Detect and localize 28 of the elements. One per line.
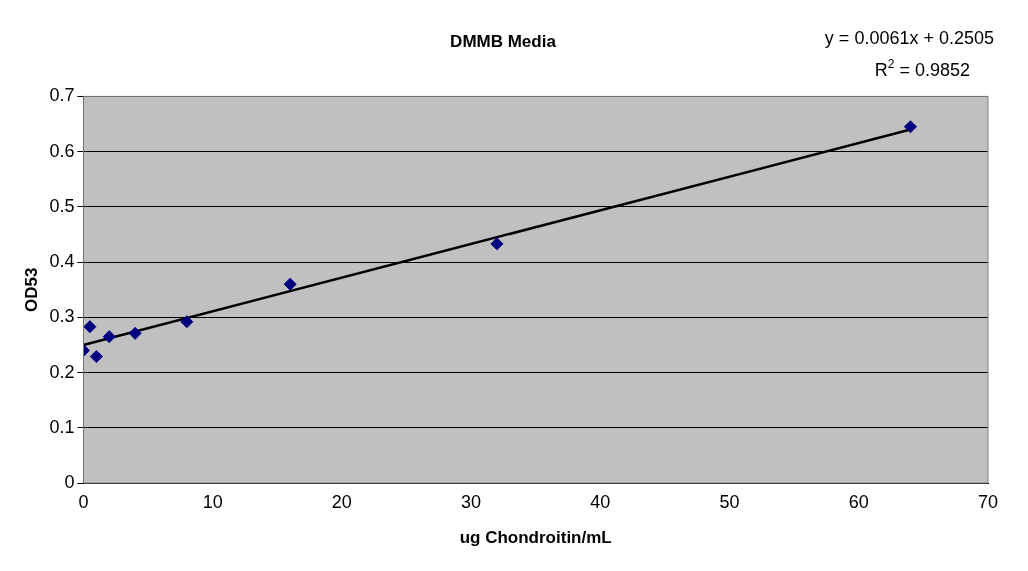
point [83,320,97,334]
point [102,330,116,344]
y-tick-label: 0.6 [49,140,75,161]
x-tick-label: 60 [848,491,869,512]
y-axis-title: OD53 [21,267,41,312]
x-axis-title: ug Chondroitin/mL [459,528,612,548]
y-tick-label: 0.4 [49,251,75,272]
text: y = 0.0061x + 0.2505 [824,28,994,48]
y-tick-label: 0.1 [49,416,75,437]
point [283,277,297,291]
x-tick-label: 50 [719,491,740,512]
x-tick-label: 0 [78,491,89,512]
x-tick-label: 40 [590,491,611,512]
y-tick-label: 0.3 [49,306,75,327]
y-tick-label: 0.5 [49,195,75,216]
x-tick-label: 20 [331,491,352,512]
x-tick-label: 10 [202,491,223,512]
x-tick-label: 70 [977,491,999,512]
point [180,315,194,329]
y-tick-label: 0.7 [49,85,75,106]
y-tick-label: 0.2 [49,361,75,382]
y-tick-label: 0 [64,471,75,492]
point [903,120,917,134]
x-tick-label: 30 [461,491,482,512]
point [89,350,103,364]
chart-title: DMMB Media [450,31,557,51]
point [128,326,142,340]
point [490,237,504,251]
